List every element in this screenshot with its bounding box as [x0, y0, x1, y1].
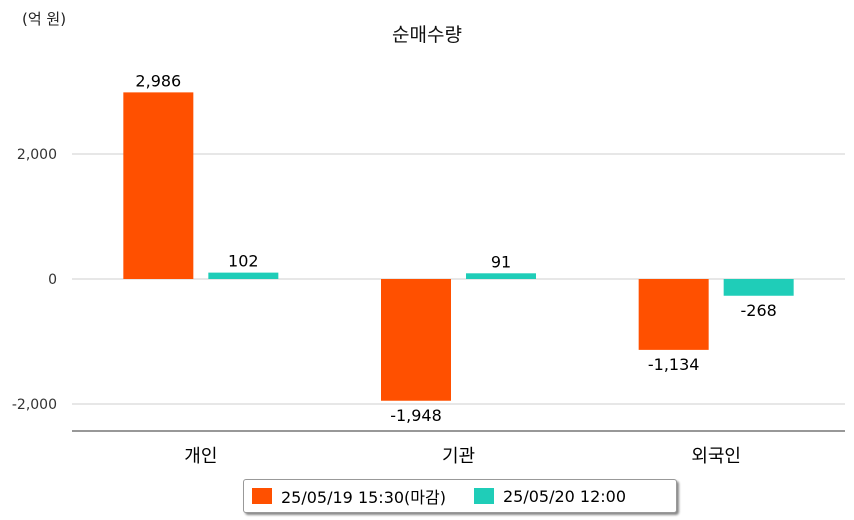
data-label: 102: [228, 252, 259, 271]
legend-label-series-2: 25/05/20 12:00: [502, 486, 627, 506]
legend-swatch-series-2: [473, 488, 494, 504]
bar: [208, 272, 279, 279]
x-tick-label: 외국인: [691, 446, 741, 467]
data-label: 2,986: [135, 71, 181, 90]
data-label: -268: [741, 301, 777, 320]
bar: [466, 273, 536, 279]
data-label: -1,134: [648, 355, 700, 374]
bar: [638, 279, 709, 350]
legend-item-series-2[interactable]: 25/05/20 12:00: [473, 486, 627, 506]
x-tick-label: 개인: [184, 446, 217, 467]
legend-item-series-1[interactable]: 25/05/19 15:30(마감): [252, 484, 446, 508]
unit-label: (억 원): [22, 10, 67, 28]
data-label: 91: [491, 252, 511, 271]
bar: [123, 92, 194, 279]
legend: 25/05/19 15:30(마감) 25/05/20 12:00: [243, 479, 677, 513]
y-tick-label: 0: [48, 272, 57, 288]
legend-swatch-series-1: [252, 488, 272, 504]
data-label: -1,948: [390, 406, 442, 425]
y-tick-label: -2,000: [12, 397, 57, 413]
chart-title: 순매수량: [392, 24, 462, 46]
bar: [381, 279, 451, 401]
y-tick-label: 2,000: [17, 147, 57, 163]
legend-label-series-1: 25/05/19 15:30(마감): [281, 488, 446, 507]
x-tick-label: 기관: [442, 446, 475, 467]
bar: [723, 279, 794, 296]
